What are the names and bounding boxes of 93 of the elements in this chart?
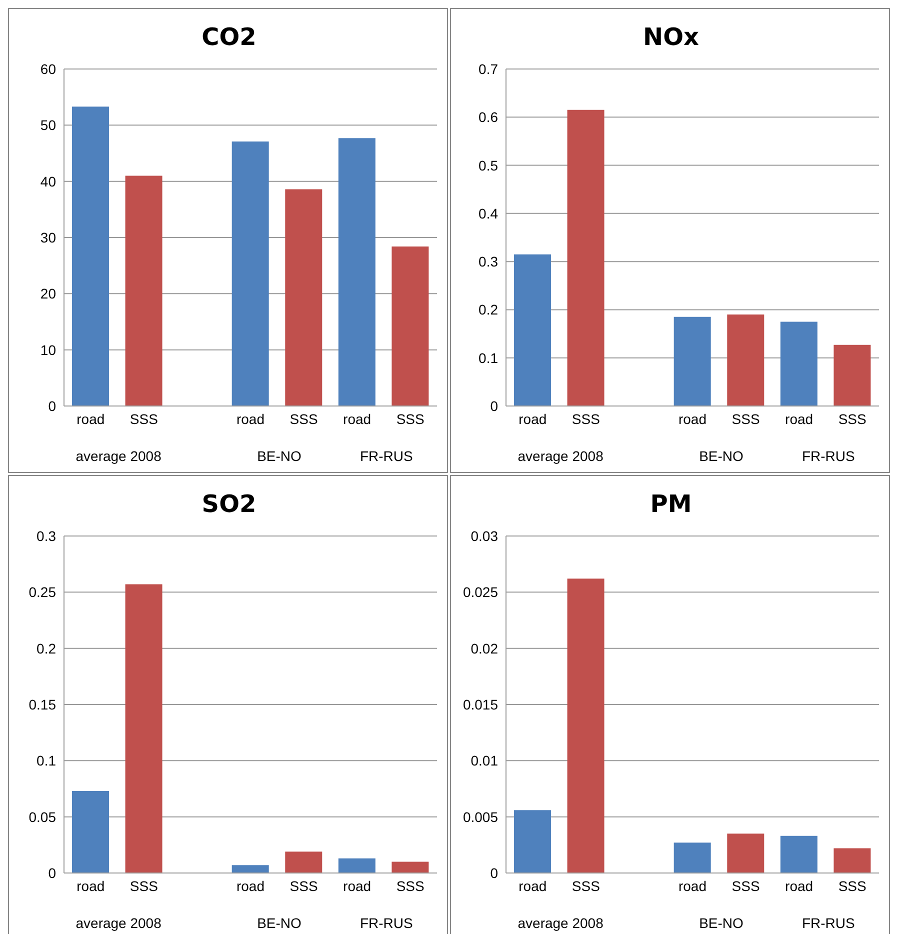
y-tick-label: 0.25 bbox=[28, 584, 56, 600]
y-tick-label: 0.7 bbox=[478, 60, 498, 77]
y-tick-label: 0.3 bbox=[478, 254, 498, 270]
x-tick-label: SSS bbox=[732, 878, 760, 894]
bar bbox=[392, 246, 429, 406]
x-tick-label: SSS bbox=[732, 410, 760, 427]
x-tick-label: SSS bbox=[130, 878, 158, 894]
text: average 2008 bbox=[516, 448, 604, 464]
bar bbox=[567, 110, 604, 406]
y-tick-label: 0.1 bbox=[478, 350, 498, 366]
y-tick-label: 0.3 bbox=[36, 528, 56, 544]
chart-title: SO2 bbox=[200, 490, 258, 518]
bar bbox=[834, 344, 871, 406]
chart-title: PM bbox=[649, 490, 693, 518]
bar bbox=[285, 189, 322, 406]
bar bbox=[72, 106, 109, 406]
x-tick-label: SSS bbox=[838, 410, 866, 427]
y-tick-label: 0.2 bbox=[36, 640, 56, 656]
y-tick-label: 0.05 bbox=[28, 808, 56, 825]
x-tick-label: road bbox=[236, 410, 265, 427]
text: average 2008 bbox=[516, 915, 604, 931]
y-tick-label: 40 bbox=[40, 173, 56, 190]
text: average 2008 bbox=[74, 448, 162, 464]
bar bbox=[392, 862, 429, 873]
x-tick-label: SSS bbox=[130, 410, 158, 427]
y-tick-label: 0.2 bbox=[478, 302, 498, 318]
y-tick-label: 0.4 bbox=[478, 205, 498, 222]
x-tick-label: SSS bbox=[396, 410, 424, 427]
bar bbox=[780, 322, 818, 406]
bar bbox=[567, 578, 604, 873]
x-tick-label: road bbox=[518, 878, 547, 894]
y-tick-label: 60 bbox=[40, 60, 56, 77]
text: BE-NO bbox=[698, 915, 744, 931]
y-tick-label: 30 bbox=[40, 229, 56, 246]
bar bbox=[514, 810, 551, 873]
y-tick-label: 0.03 bbox=[470, 528, 498, 544]
y-tick-label: 0.1 bbox=[36, 752, 56, 769]
text: average 2008 bbox=[74, 915, 162, 931]
x-tick-label: road bbox=[343, 878, 372, 894]
bar bbox=[727, 314, 764, 406]
bar bbox=[834, 848, 871, 873]
bar bbox=[125, 176, 162, 406]
bar bbox=[674, 842, 711, 873]
bar bbox=[338, 138, 376, 406]
x-tick-label: road bbox=[76, 410, 105, 427]
y-tick-label: 0.015 bbox=[462, 696, 498, 712]
x-tick-label: road bbox=[343, 410, 372, 427]
bar bbox=[674, 316, 711, 406]
x-tick-label: SSS bbox=[290, 410, 318, 427]
text: BE-NO bbox=[698, 448, 744, 464]
text: FR-RUS bbox=[800, 448, 856, 464]
x-tick-label: road bbox=[76, 878, 105, 894]
bar bbox=[780, 836, 818, 873]
y-tick-label: 0.5 bbox=[478, 157, 498, 174]
y-tick-label: 0.005 bbox=[462, 808, 498, 825]
y-tick-label: 0.025 bbox=[462, 584, 498, 600]
x-tick-label: road bbox=[785, 878, 814, 894]
x-tick-label: road bbox=[678, 410, 707, 427]
x-tick-label: road bbox=[518, 410, 547, 427]
x-tick-label: SSS bbox=[396, 878, 424, 894]
bar bbox=[125, 584, 162, 873]
x-tick-label: SSS bbox=[290, 878, 318, 894]
y-tick-label: 0.6 bbox=[478, 109, 498, 126]
text: FR-RUS bbox=[800, 915, 856, 931]
bar bbox=[285, 852, 322, 873]
y-tick-label: 0 bbox=[48, 864, 56, 881]
chart-title: CO2 bbox=[200, 23, 258, 51]
bar bbox=[232, 141, 269, 406]
bar bbox=[72, 790, 109, 873]
text: FR-RUS bbox=[358, 915, 414, 931]
y-tick-label: 20 bbox=[40, 286, 56, 302]
y-tick-label: 10 bbox=[40, 342, 56, 358]
y-tick-label: 0 bbox=[490, 864, 498, 881]
bar bbox=[338, 858, 376, 873]
x-tick-label: road bbox=[236, 878, 265, 894]
bar bbox=[232, 865, 269, 873]
y-tick-label: 0 bbox=[490, 398, 498, 414]
bar bbox=[514, 254, 551, 406]
y-tick-label: 0.02 bbox=[470, 640, 498, 656]
bar bbox=[727, 834, 764, 873]
text: FR-RUS bbox=[358, 448, 414, 464]
x-tick-label: SSS bbox=[838, 878, 866, 894]
y-tick-label: 0.15 bbox=[28, 696, 56, 712]
y-tick-label: 0 bbox=[48, 398, 56, 414]
y-tick-label: 50 bbox=[40, 117, 56, 134]
x-tick-label: road bbox=[785, 410, 814, 427]
x-tick-label: SSS bbox=[572, 410, 600, 427]
chart-title: NOx bbox=[642, 23, 700, 51]
text: BE-NO bbox=[256, 915, 302, 931]
text: BE-NO bbox=[256, 448, 302, 464]
y-tick-label: 0.01 bbox=[470, 752, 498, 769]
x-tick-label: road bbox=[678, 878, 707, 894]
x-tick-label: SSS bbox=[572, 878, 600, 894]
